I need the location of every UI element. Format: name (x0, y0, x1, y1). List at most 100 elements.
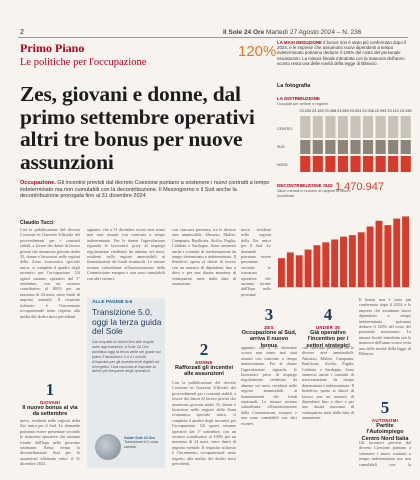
chart2-bar (286, 252, 294, 287)
chart1-value-label: 23.368 (325, 109, 337, 113)
card-title: Già operativo l'incentivo per i settori … (306, 330, 350, 349)
masthead: Il Sole 24 Ore Martedì 27 Agosto 2024 – … (223, 29, 361, 36)
chart1-row-label: SUD (277, 145, 285, 149)
chart2-bar (348, 235, 356, 287)
card-number: 3 (264, 305, 274, 324)
chart2-bar (331, 239, 339, 287)
chart1-bar-segment (300, 140, 311, 154)
chart1-bar-segment (400, 140, 411, 154)
card-tag: ZES (264, 325, 274, 330)
chart2-bar (357, 232, 365, 287)
chart1-value-label: 23.110 (387, 109, 398, 113)
chart1-title: LA DISTRIBUZIONE (277, 96, 320, 101)
chart1-bar-segment (337, 156, 349, 172)
chart1-value-label: 22.993 (375, 109, 387, 113)
chart1-value-label: 23.159 (312, 109, 324, 113)
card-number: 1 (45, 380, 55, 399)
card-number: 5 (380, 398, 390, 417)
chart2-bar (384, 225, 392, 287)
card-title: Il nuovo bonus al via da settembre (22, 405, 78, 418)
chart1-bar-segment (400, 116, 411, 138)
card-number: 4 (323, 305, 333, 324)
sidebox-tag: ALLE PAGINE 5-6 (92, 300, 133, 305)
chart1-value-label: 23.559 (337, 109, 349, 113)
chart1-value-label: 23.093 (299, 109, 311, 113)
chart1-bar-segment (337, 140, 349, 154)
thumbnail-caption-bold: Guide Sole 24 Ore (124, 436, 155, 440)
byline: Claudio Tucci (20, 220, 54, 226)
card-title: Partite l'Autoimpiego Centro Nord Italia (361, 423, 409, 442)
maxi-deduzione-label: LA MAXI DEDUZIONE (277, 40, 322, 45)
card-tag: DONNE (195, 360, 213, 365)
chart1-bar-segment (325, 116, 336, 138)
card-tag: GIOVANI (39, 400, 61, 405)
chart1-bar-segment (388, 140, 399, 154)
chart1-value-label: 23.524 (350, 109, 362, 113)
headline: Zes, giovani e donne, dal primo settembr… (20, 82, 255, 174)
chart2-total: 1.470.947 (335, 181, 384, 193)
body-column-4: mese, residenti nelle regioni della Zes … (241, 227, 271, 297)
chart1-bar-segment (375, 140, 386, 154)
thumbnail-caption-text: Transizione 5.0, cosa cambia (124, 440, 159, 449)
chart2-bar (393, 218, 401, 287)
body-column-3: con ciascuna presenza, tra le diverse ar… (172, 227, 236, 287)
card-1: 1 GIOVANI Il nuovo bonus al via da sette… (20, 380, 80, 418)
chart2-bar (366, 226, 374, 287)
issue-date: Martedì 27 Agosto 2024 – N. 236 (266, 29, 362, 36)
card-tag: AUTONOMI (371, 418, 399, 423)
chart1-value-label: 23.198 (400, 109, 412, 113)
distribution-chart: 23.093 23.159 23.368 23.559 23.524 22.936 22.9… (277, 109, 412, 172)
highlight-percent: 120% (238, 43, 277, 60)
decontribuzione-chart (277, 216, 410, 288)
chart1-bar-segment (375, 116, 386, 138)
chart1-bar-segment (375, 156, 386, 172)
chart1-bar-segment (325, 156, 336, 172)
chart1-bar-segment (337, 116, 349, 138)
guide-thumbnail-icon (95, 434, 121, 460)
chart1-subtitle: Occupati per settore e regione (277, 102, 329, 106)
chart1-bar-segment (350, 156, 361, 172)
chart2-subtitle: Valori mensili in numero di rapporti di … (277, 189, 351, 198)
section-title: Primo Piano (20, 41, 85, 55)
card-4: 4 UNDER 35 Già operativo l'incentivo per… (302, 305, 354, 349)
chart1-row-label: CENTRO (277, 127, 292, 131)
page-number: 2 (20, 29, 24, 36)
chart1-bar-segment (325, 140, 336, 154)
card-number: 2 (199, 340, 209, 359)
chart1-bar-segment (312, 156, 323, 172)
chart2-bar (313, 245, 321, 287)
subsection-title: Le politiche per l'occupazione (20, 57, 147, 68)
chart2-bar (375, 220, 383, 287)
lede-label: Occupazione. (20, 180, 56, 186)
card-title: Occupazione al Sud, arriva il nuovo bonu… (241, 330, 297, 349)
chart2-bar (402, 216, 409, 287)
chart2-bar (278, 258, 285, 287)
right-column-text: Il bonus non è stato più confermato dopo… (359, 297, 411, 357)
card-5-body: Gli incentivi previsti dal decreto Coesi… (359, 440, 411, 468)
chart1-bar-segment (300, 116, 311, 138)
card-5: 5 AUTONOMI Partite l'Autoimpiego Centro … (359, 398, 411, 442)
card-3: 3 ZES Occupazione al Sud, arriva il nuov… (241, 305, 297, 349)
chart2-bar (304, 249, 312, 287)
card-tag: UNDER 35 (315, 325, 341, 330)
lede-text: Gli incentivi previsti dal decreto Coesi… (20, 180, 270, 200)
body-column-2: appunto, che a 31 dicembre scorso non er… (87, 227, 165, 281)
chart1-bar-segment (300, 156, 311, 172)
sidebox-title: Transizione 5.0, oggi la terza guida del… (92, 307, 162, 336)
chart1-bar-segment (388, 116, 399, 138)
card-4-body: con ciascuna presenza, tra le diverse ar… (302, 345, 354, 421)
card-2-body: Con la pubblicazione del decreto Coesion… (172, 380, 236, 467)
chart1-bar-segment (312, 116, 323, 138)
chart1-value-label: 22.936 (362, 109, 374, 113)
maxi-deduzione-box: LA MAXI DEDUZIONE Il bonus non è stato p… (277, 40, 407, 66)
chart2-bar (340, 236, 347, 287)
chart1-bar-segment (350, 116, 361, 138)
body-column-1: Con la pubblicazione del decreto Coesion… (20, 227, 80, 319)
chart1-bar-segment (312, 140, 323, 154)
thumbnail-caption: Guide Sole 24 Ore Transizione 5.0, cosa … (124, 436, 162, 449)
card-title: Rafforzati gli incentivi alle assunzioni (174, 365, 234, 378)
chart1-bar-segment (362, 156, 374, 172)
chart1-bar-segment (350, 140, 361, 154)
chart1-bar-segment (388, 156, 399, 172)
paper-name: Il Sole 24 Ore (223, 29, 265, 36)
